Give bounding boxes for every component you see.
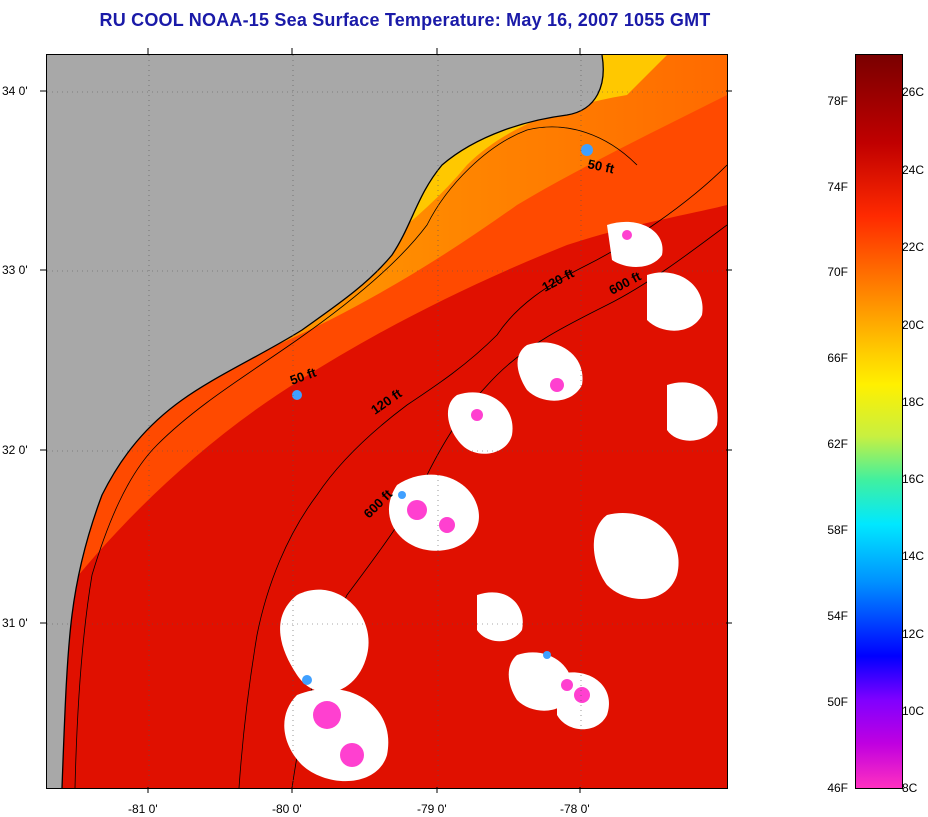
cold-patches (313, 230, 632, 767)
lat-label-34: 34 0' (2, 84, 28, 98)
lon-label-80: -80 0' (272, 802, 302, 816)
colorbar-f-70: 70F (827, 265, 848, 279)
colorbar-c-14: 14C (902, 549, 925, 563)
colorbar-c-12: 12C (902, 627, 925, 641)
temperature-colorbar (855, 54, 903, 789)
colorbar-f-46: 46F (827, 781, 848, 795)
coastline (61, 55, 604, 788)
cloud-cover (280, 221, 718, 782)
colorbar-c-22: 22C (902, 240, 925, 254)
colorbar-c-8: 8C (902, 781, 918, 795)
colorbar-c-16: 16C (902, 472, 925, 486)
colorbar-f-74: 74F (827, 180, 848, 194)
colorbar-f-50: 50F (827, 695, 848, 709)
isobath-50ft (74, 126, 638, 788)
colorbar-f-58: 58F (827, 523, 848, 537)
lat-label-32: 32 0' (2, 443, 28, 457)
colorbar-c-18: 18C (902, 395, 925, 409)
graticule (47, 55, 727, 788)
lon-label-79: -79 0' (417, 802, 447, 816)
colorbar-c-24: 24C (902, 163, 925, 177)
land-region (47, 55, 604, 788)
lon-label-81: -81 0' (128, 802, 158, 816)
colorbar-c-26: 26C (902, 85, 925, 99)
cool-patches (292, 144, 593, 685)
colorbar-c-10: 10C (902, 704, 925, 718)
colorbar-f-66: 66F (827, 351, 848, 365)
colorbar-f-62: 62F (827, 437, 848, 451)
sst-map: 50 ft 120 ft 600 ft 50 ft 120 ft 600 ft (46, 54, 728, 789)
sst-map-canvas: 50 ft 120 ft 600 ft 50 ft 120 ft 600 ft (47, 55, 727, 788)
map-title: RU COOL NOAA-15 Sea Surface Temperature:… (99, 10, 711, 30)
isobath-label-50ft-north: 50 ft (586, 156, 616, 176)
lat-label-31: 31 0' (2, 616, 28, 630)
colorbar-f-78: 78F (827, 94, 848, 108)
lat-label-33: 33 0' (2, 263, 28, 277)
colorbar-f-54: 54F (827, 609, 848, 623)
colorbar-c-20: 20C (902, 318, 925, 332)
lon-label-78: -78 0' (560, 802, 590, 816)
isobath-120ft (238, 164, 727, 788)
